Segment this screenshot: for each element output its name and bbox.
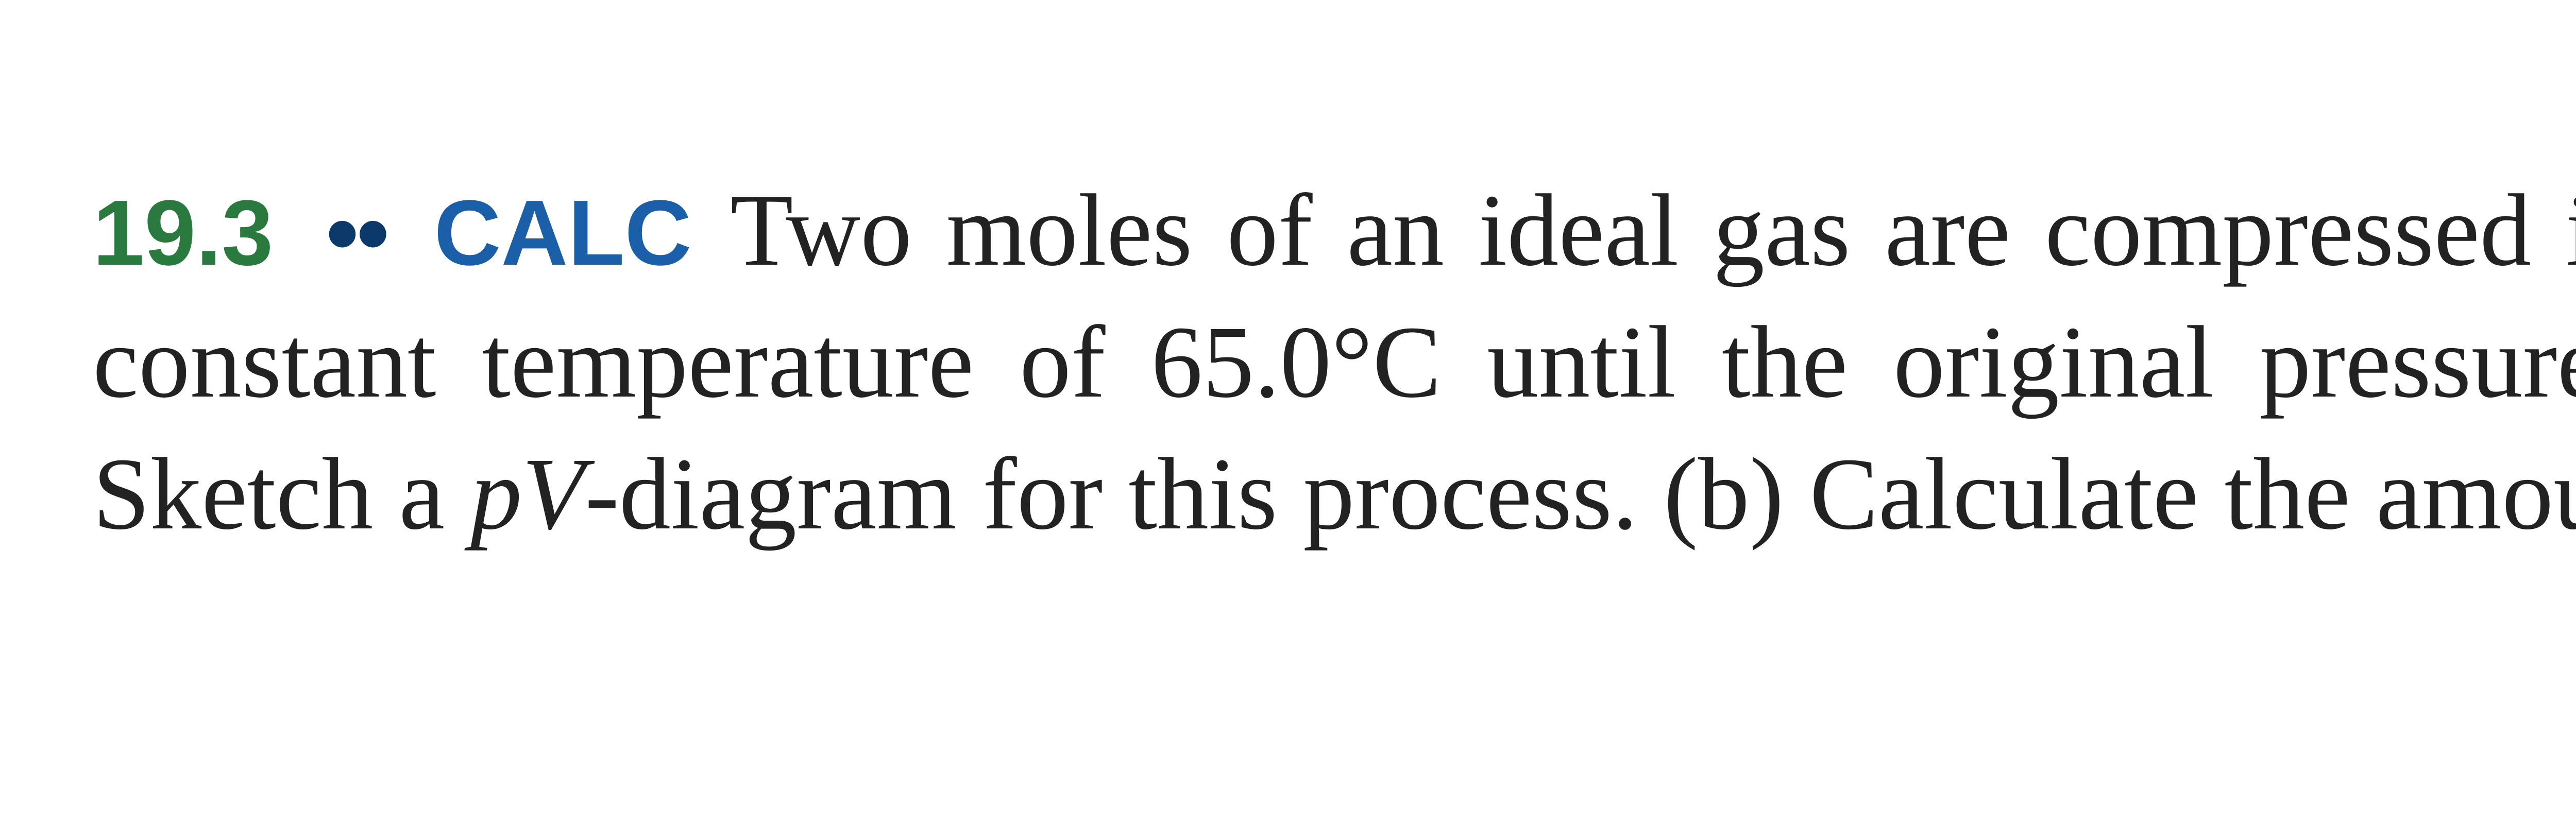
problem-paragraph: 19.3 •• CALC Two moles of an ideal gas a…	[93, 165, 2576, 560]
pv-symbol-v: V	[522, 437, 585, 551]
pv-symbol-p: p	[470, 437, 522, 551]
problem-block: 19.3 •• CALC Two moles of an ideal gas a…	[0, 0, 2576, 824]
problem-number: 19.3	[93, 181, 273, 285]
problem-text-tail: -diagram for this process. (b) Calculate…	[585, 437, 2576, 551]
difficulty-dots-icon: ••	[308, 181, 400, 285]
calc-tag: CALC	[434, 181, 698, 285]
